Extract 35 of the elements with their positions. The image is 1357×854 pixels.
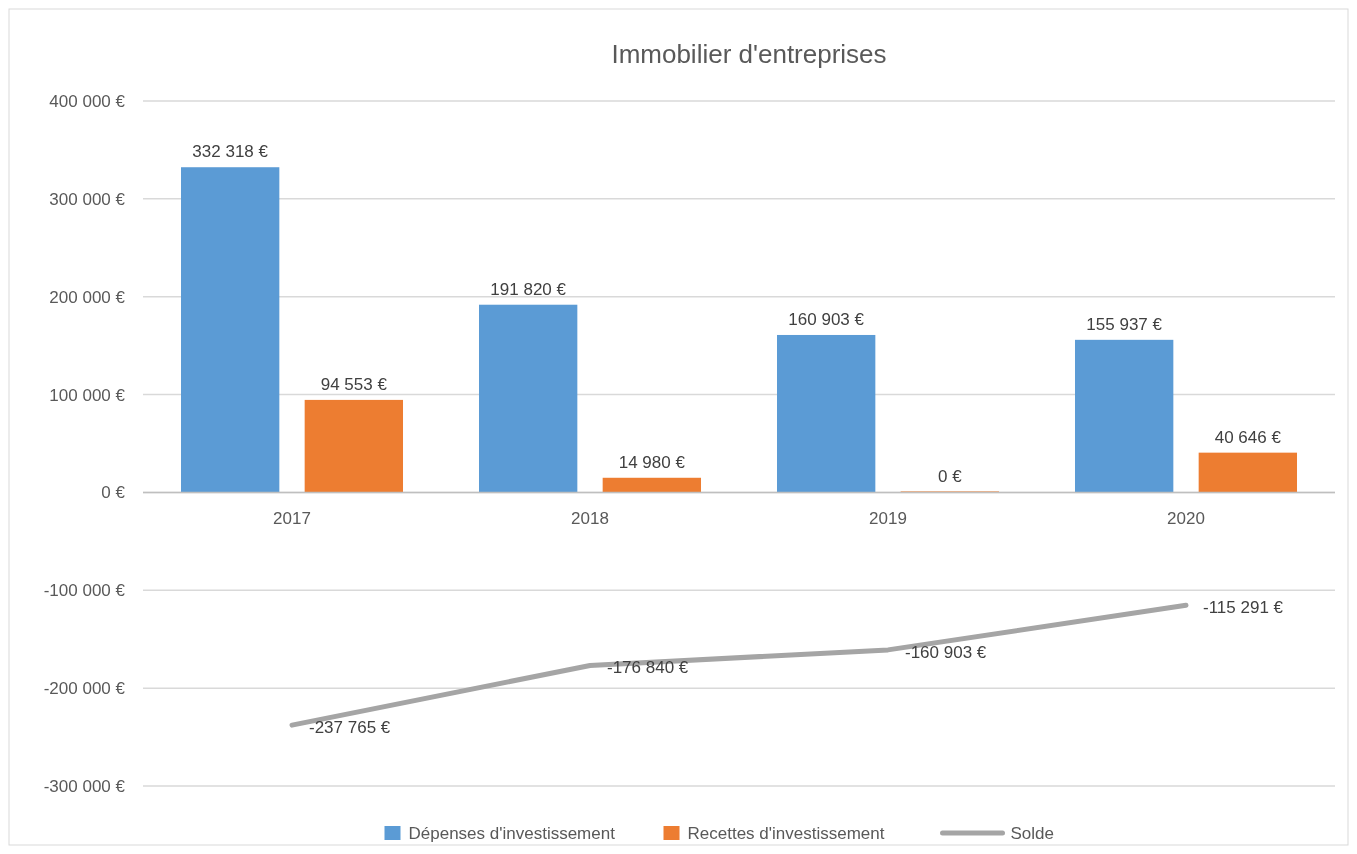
bar: [1198, 452, 1298, 493]
legend-label: Recettes d'investissement: [687, 824, 885, 843]
data-label: 0 €: [938, 467, 963, 487]
y-tick-label: 400 000 €: [49, 92, 126, 111]
y-tick-label: 200 000 €: [49, 287, 126, 307]
data-label: -115 291 €: [1203, 598, 1284, 618]
x-tick-label: 2018: [571, 509, 609, 529]
legend-label: Solde: [1010, 824, 1054, 843]
data-label: -237 765 €: [309, 718, 391, 738]
y-tick-label: -100 000 €: [43, 581, 126, 601]
bar: [1074, 339, 1174, 493]
bar: [602, 477, 702, 493]
bar: [777, 334, 876, 493]
y-tick-label: 100 000 €: [49, 385, 126, 405]
bar: [304, 399, 404, 493]
data-label: -160 903 €: [905, 642, 987, 662]
data-label: 94 553 €: [320, 374, 388, 394]
data-label: 332 318 €: [192, 142, 269, 162]
data-label: 160 903 €: [788, 309, 865, 329]
y-tick-label: 300 000 €: [49, 189, 126, 209]
x-tick-label: 2017: [273, 509, 311, 529]
x-tick-label: 2019: [869, 509, 907, 529]
legend-label: Dépenses d'investissement: [408, 824, 616, 843]
data-label: 40 646 €: [1214, 427, 1282, 447]
chart-title: Immobilier d'entreprises: [611, 39, 887, 69]
data-label: -176 840 €: [607, 658, 689, 678]
data-label: 191 820 €: [490, 279, 567, 299]
y-tick-label: 0 €: [101, 483, 126, 503]
bar: [181, 167, 280, 493]
data-label: 155 937 €: [1086, 314, 1163, 334]
x-tick-label: 2020: [1167, 509, 1205, 529]
y-tick-label: -200 000 €: [43, 679, 126, 699]
data-label: 14 980 €: [618, 452, 686, 472]
bar: [479, 304, 578, 493]
y-tick-label: -300 000 €: [43, 777, 126, 796]
